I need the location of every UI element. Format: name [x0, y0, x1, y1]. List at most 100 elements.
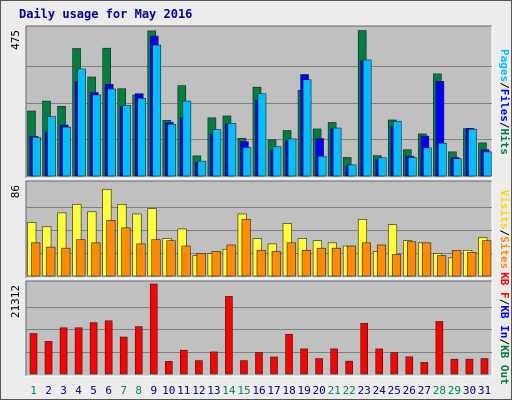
pages-bar	[92, 94, 101, 177]
legend-kbytes: KB F/KB In/KB Out	[498, 272, 511, 385]
legend-entry: KB F	[498, 272, 511, 299]
pages-bar	[197, 160, 207, 177]
kbytes-bar	[405, 356, 414, 375]
sites-bar	[482, 240, 492, 277]
x-tick-label: 2	[45, 384, 52, 397]
legend-entry: Files	[498, 89, 511, 122]
pages-bar	[468, 128, 477, 177]
x-tick-label: 20	[312, 384, 325, 397]
x-tick-label: 24	[373, 384, 387, 397]
pages-bar	[287, 138, 297, 177]
sites-bar	[286, 242, 296, 277]
sites-bar	[361, 242, 372, 277]
x-tick-label: 10	[162, 384, 175, 397]
kbytes-bar	[255, 352, 263, 375]
sites-bar	[407, 241, 417, 277]
sites-bar	[76, 239, 86, 277]
sites-bar	[121, 227, 131, 277]
pages-bar	[137, 98, 147, 177]
legend-visits-sites: Visits/Sites	[498, 190, 511, 270]
x-tick-label: 15	[237, 384, 250, 397]
x-tick-label: 26	[403, 384, 416, 397]
kbytes-bar	[435, 321, 444, 375]
sites-bar	[331, 247, 341, 277]
x-tick-label: 17	[267, 384, 280, 397]
sites-bar	[181, 245, 191, 277]
kbytes-bar	[480, 358, 489, 375]
x-tick-label: 27	[418, 384, 431, 397]
x-tick-label: 16	[252, 384, 265, 397]
legend-entry: Sites	[498, 236, 511, 269]
kbytes-bar	[240, 360, 248, 375]
pages-bar	[438, 142, 447, 177]
sites-bar	[256, 250, 266, 277]
sites-bar	[467, 252, 477, 277]
pages-bar	[77, 68, 86, 177]
y-axis-max-label: 21312	[9, 285, 22, 318]
kbytes-bar	[29, 333, 38, 375]
sites-bar	[271, 251, 281, 277]
kbytes-bar	[360, 323, 369, 375]
kbytes-bar	[270, 356, 278, 375]
legend-entry: /	[498, 82, 511, 89]
x-tick-label: 7	[120, 384, 127, 397]
sites-bar	[61, 247, 71, 277]
kbytes-bar	[390, 352, 399, 375]
x-tick-label: 18	[282, 384, 295, 397]
x-tick-label: 29	[448, 384, 461, 397]
kbytes-bar	[225, 296, 233, 375]
kbytes-bar	[315, 358, 323, 375]
kbytes-bar	[420, 362, 429, 375]
pages-bar	[152, 44, 162, 177]
chart-title: Daily usage for May 2016	[19, 7, 193, 21]
legend-entry: /	[498, 230, 511, 237]
kbytes-bar	[345, 360, 353, 375]
pages-bar	[483, 151, 492, 177]
x-tick-label: 21	[328, 384, 341, 397]
pages-bar	[392, 120, 402, 177]
pages-bar	[377, 157, 387, 177]
pages-bar	[332, 127, 342, 177]
pages-bar	[107, 88, 116, 177]
sites-bar	[226, 244, 236, 277]
pages-bar	[257, 93, 267, 177]
sites-bar	[301, 250, 311, 277]
kbytes-bar	[195, 360, 203, 375]
x-tick-label: 11	[177, 384, 190, 397]
sites-bar	[346, 245, 356, 277]
pages-bar	[317, 155, 327, 177]
legend-entry: KB In	[498, 305, 511, 338]
pages-bar	[227, 123, 237, 177]
pages-bar	[47, 116, 56, 177]
sites-bar	[196, 253, 206, 277]
pages-bar	[32, 137, 41, 177]
sites-bar	[391, 254, 402, 277]
x-tick-label: 14	[222, 384, 236, 397]
sites-bar	[46, 246, 56, 277]
pages-bar	[453, 158, 462, 177]
y-axis-max-label: 475	[9, 30, 22, 50]
kbytes-bar	[74, 327, 83, 375]
pages-bar	[167, 124, 177, 177]
legend-entry: KB Out	[498, 345, 511, 385]
kbytes-bar	[375, 348, 384, 375]
x-tick-label: 23	[358, 384, 371, 397]
sites-bar	[31, 242, 41, 277]
pages-bar	[272, 146, 282, 177]
kbytes-bar	[465, 358, 474, 375]
kbytes-bar	[300, 348, 308, 375]
kbytes-bar	[44, 341, 53, 375]
x-tick-label: 25	[388, 384, 401, 397]
pages-bar	[62, 126, 71, 177]
legend-entry: /	[498, 122, 511, 129]
pages-bar	[182, 100, 192, 177]
x-tick-label: 19	[297, 384, 310, 397]
kbytes-bar	[180, 349, 188, 375]
legend-entry: Hits	[498, 129, 511, 156]
x-tick-label: 6	[105, 384, 112, 397]
kbytes-bar	[134, 326, 143, 375]
sites-bar	[316, 247, 326, 277]
kbytes-bar	[210, 351, 218, 375]
